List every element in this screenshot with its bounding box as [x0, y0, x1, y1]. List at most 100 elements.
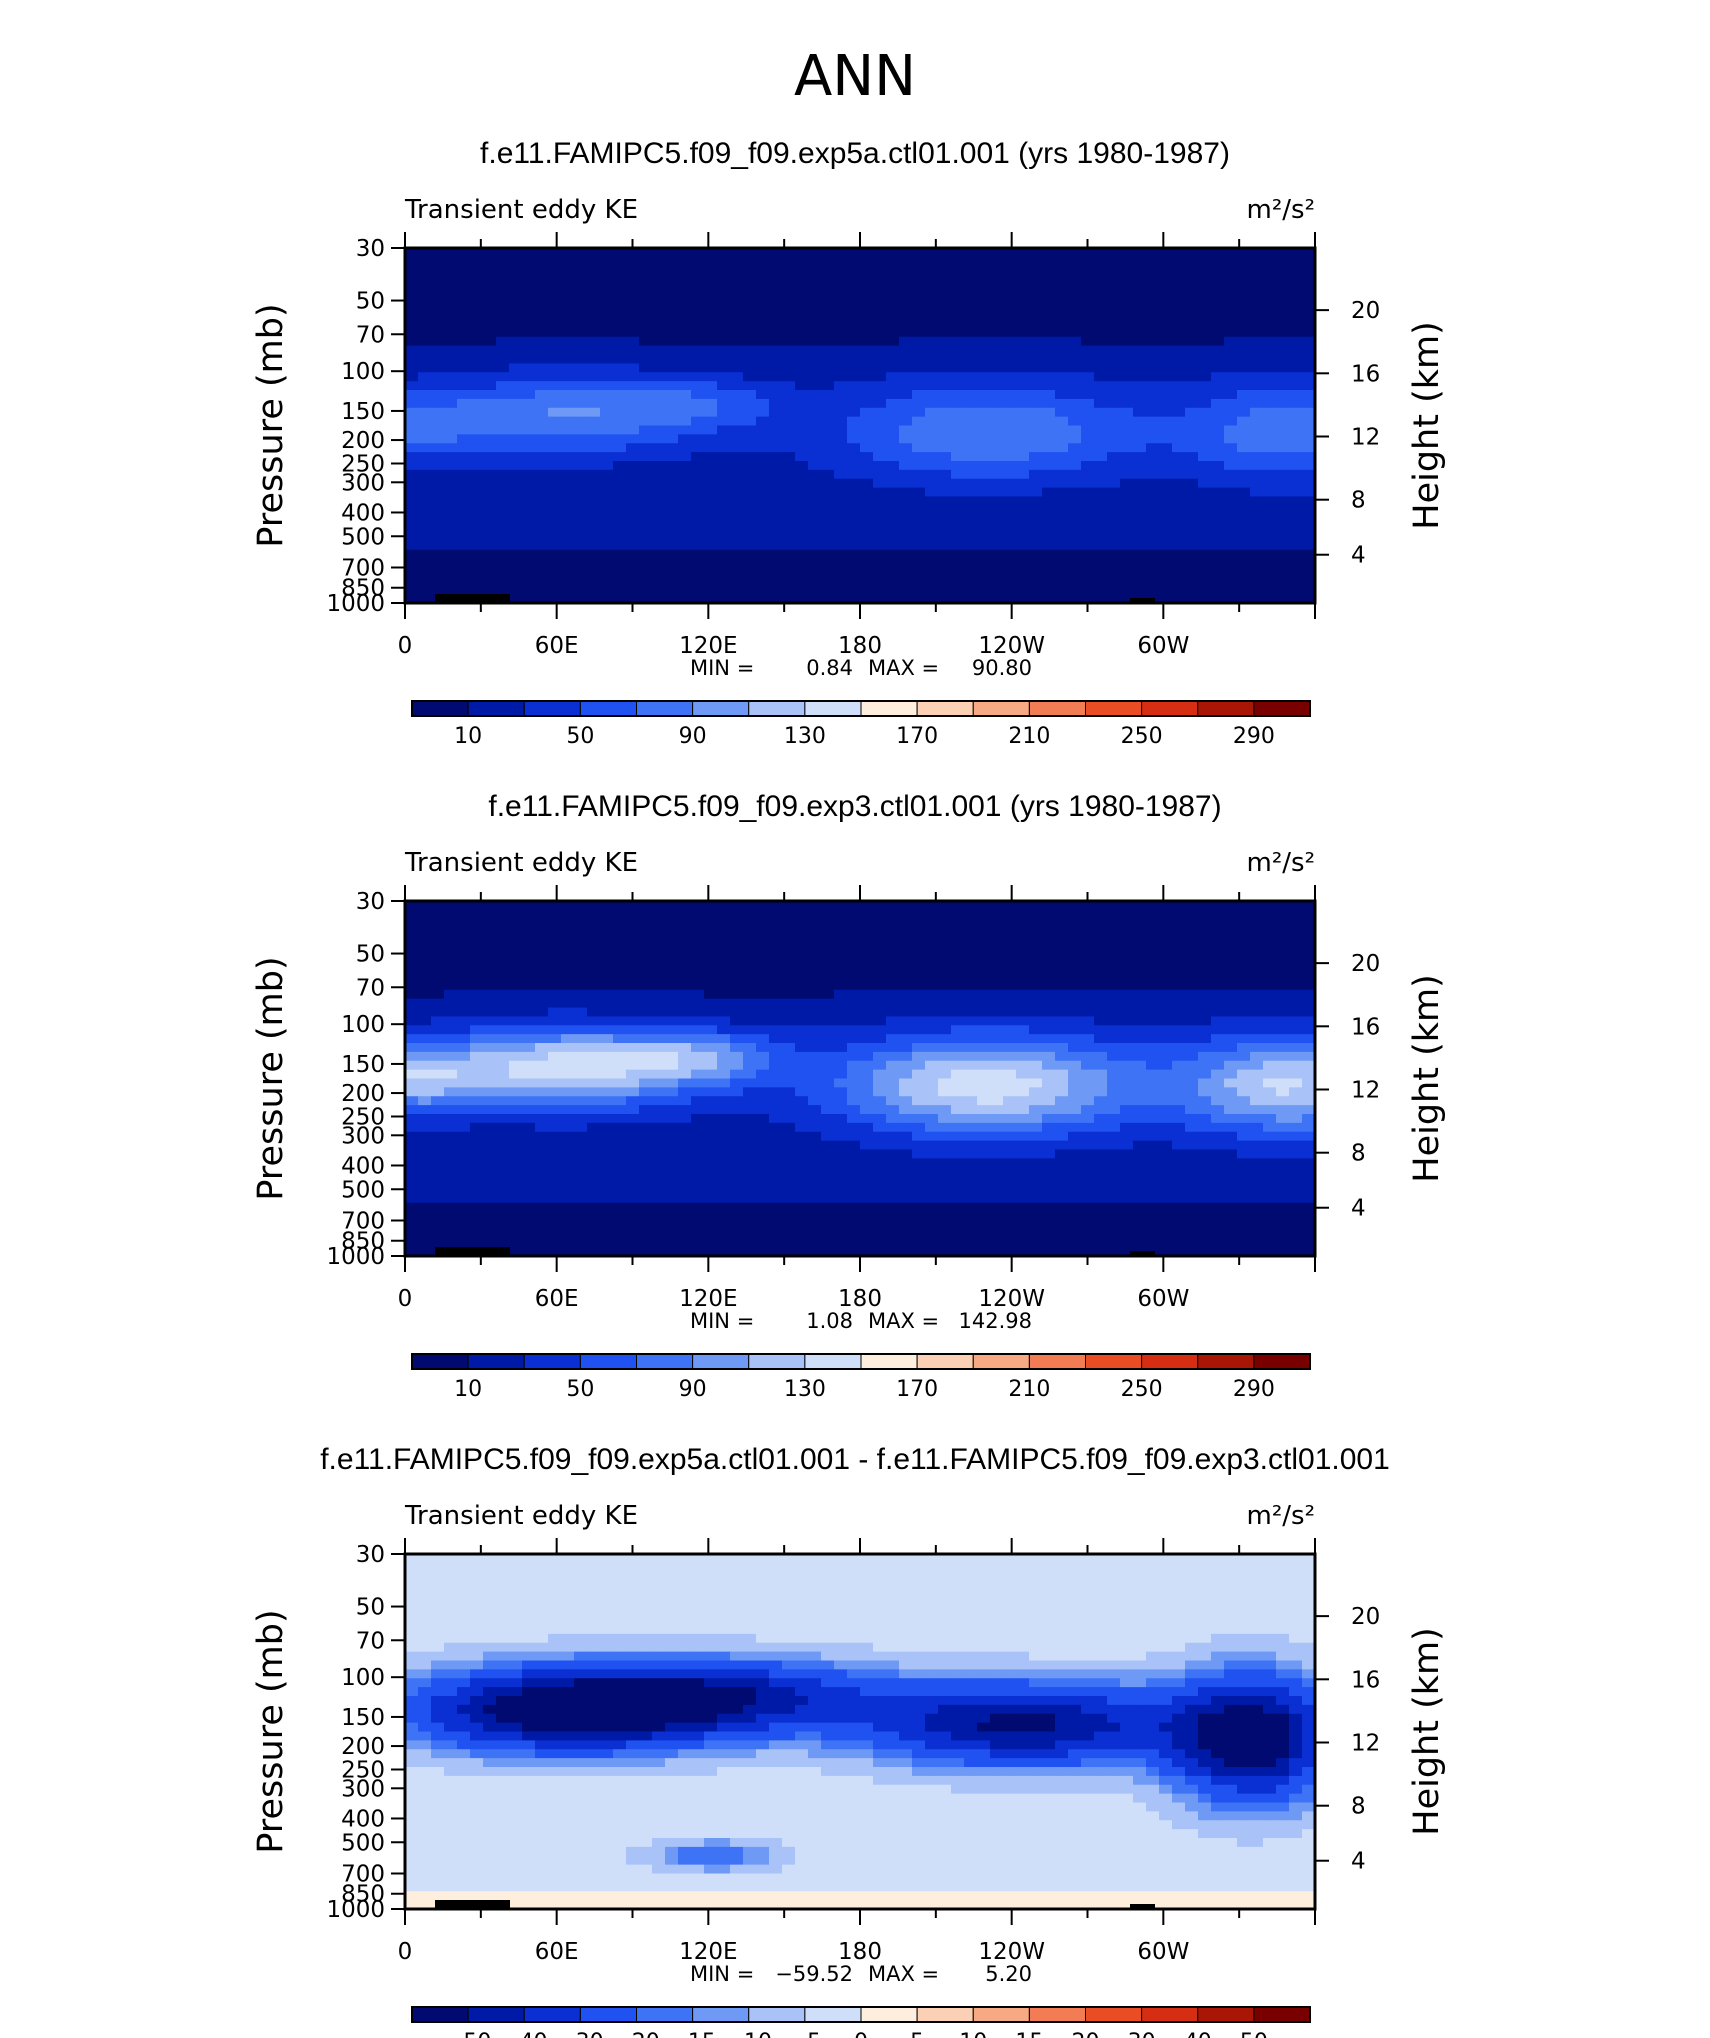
field-cell [561, 1069, 575, 1080]
field-cell [483, 452, 497, 462]
field-cell [1094, 407, 1108, 418]
field-cell [1263, 909, 1277, 920]
field-cell [938, 1034, 952, 1044]
field-cell [1094, 532, 1108, 542]
field-cell [951, 487, 965, 498]
field-cell [1055, 540, 1069, 551]
field-cell [1094, 1051, 1108, 1062]
field-cell [808, 954, 822, 964]
field-cell [743, 372, 757, 382]
field-cell [938, 1025, 952, 1035]
field-cell [548, 514, 562, 524]
field-cell [522, 469, 536, 480]
field-cell [912, 1043, 926, 1053]
field-cell [1250, 594, 1264, 604]
field-cell [821, 248, 835, 258]
field-cell [626, 1051, 640, 1062]
field-cell [457, 963, 471, 973]
field-cell [808, 1122, 822, 1133]
field-cell [496, 327, 510, 338]
colorbar-box [692, 700, 750, 717]
field-cell [496, 452, 510, 462]
field-cell [509, 274, 523, 285]
field-cell [821, 1034, 835, 1044]
field-cell [730, 274, 744, 285]
field-cell [899, 248, 913, 258]
field-cell [678, 452, 692, 462]
field-cell [678, 478, 692, 489]
field-cell [1042, 549, 1056, 560]
field-cell [847, 398, 861, 409]
field-cell [990, 514, 1004, 524]
field-cell [1159, 283, 1173, 293]
field-cell [431, 558, 445, 569]
field-cell [574, 452, 588, 462]
field-cell [730, 567, 744, 577]
field-cell [1016, 248, 1030, 258]
field-cell [743, 1131, 757, 1142]
field-cell [860, 558, 874, 569]
field-cell [899, 1043, 913, 1053]
field-cell [1055, 1114, 1069, 1124]
field-cell [626, 1149, 640, 1159]
field-cell [1120, 945, 1134, 955]
field-cell [483, 1043, 497, 1053]
field-cell [821, 425, 835, 435]
field-cell [873, 505, 887, 515]
field-cell [405, 407, 419, 418]
field-cell [925, 434, 939, 444]
field-cell [1172, 1105, 1186, 1115]
field-cell [769, 310, 783, 320]
topography-mark [435, 594, 510, 603]
field-cell [665, 416, 679, 427]
field-cell [1172, 407, 1186, 418]
field-cell [574, 398, 588, 409]
field-cell [1237, 954, 1251, 964]
field-cell [1237, 363, 1251, 373]
field-cell [730, 461, 744, 471]
field-cell [431, 248, 445, 258]
field-cell [730, 963, 744, 973]
field-cell [496, 585, 510, 595]
field-cell [1172, 425, 1186, 435]
field-cell [600, 292, 614, 302]
field-cell [1120, 1087, 1134, 1097]
field-cell [1081, 585, 1095, 595]
field-cell [860, 1131, 874, 1142]
field-cell [600, 434, 614, 444]
field-cell [535, 248, 549, 258]
field-cell [1172, 558, 1186, 569]
field-cell [1302, 963, 1316, 973]
field-cell [990, 1131, 1004, 1142]
field-cell [1237, 398, 1251, 409]
field-cell [925, 478, 939, 489]
y-tick-label: 200 [341, 428, 385, 454]
field-cell [912, 954, 926, 964]
field-cell [1055, 283, 1069, 293]
field-cell [561, 292, 575, 302]
field-cell [1107, 918, 1121, 929]
field-cell [639, 1114, 653, 1124]
field-cell [678, 558, 692, 569]
field-cell [990, 398, 1004, 409]
field-cell [964, 283, 978, 293]
field-cell [1016, 945, 1030, 955]
field-cell [860, 540, 874, 551]
field-cell [1198, 549, 1212, 560]
field-cell [860, 567, 874, 577]
field-cell [1224, 1060, 1238, 1071]
field-cell [860, 292, 874, 302]
field-cell [1016, 963, 1030, 973]
field-cell [769, 1069, 783, 1080]
field-cell [717, 319, 731, 329]
field-cell [1302, 381, 1316, 391]
field-cell [821, 936, 835, 946]
field-cell [457, 434, 471, 444]
field-cell [847, 1122, 861, 1133]
field-cell [704, 1025, 718, 1035]
field-cell [1302, 390, 1316, 400]
field-cell [626, 505, 640, 515]
field-cell [743, 390, 757, 400]
field-cell [1029, 1087, 1043, 1097]
field-cell [756, 998, 770, 1009]
